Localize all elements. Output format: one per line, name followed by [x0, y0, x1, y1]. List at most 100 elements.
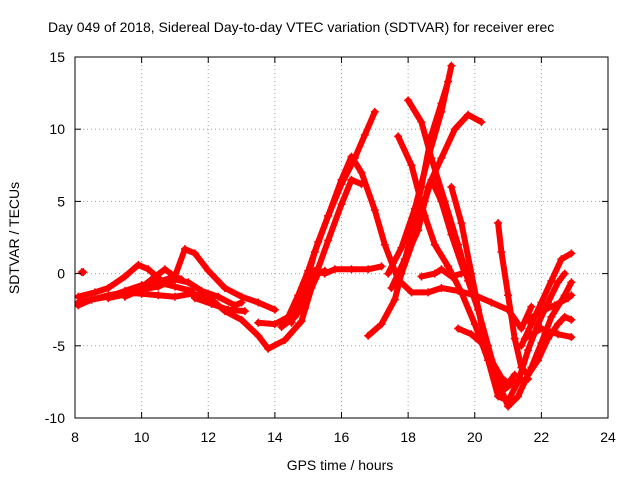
data-point-marker — [554, 330, 563, 339]
data-point-marker — [397, 243, 406, 252]
data-point-marker — [350, 154, 359, 163]
data-point-marker — [547, 312, 556, 321]
series-line — [385, 62, 455, 277]
data-point-marker — [170, 275, 179, 284]
data-point-marker — [380, 240, 389, 249]
data-point-marker — [254, 318, 263, 327]
data-point-marker — [457, 269, 466, 278]
data-point-marker — [567, 333, 576, 342]
data-point-marker — [454, 240, 463, 249]
data-point-marker — [180, 245, 189, 254]
data-point-marker — [524, 315, 533, 324]
series-s11 — [300, 175, 366, 313]
data-point-marker — [534, 356, 543, 365]
data-point-marker — [240, 307, 249, 316]
data-point-marker — [300, 284, 309, 293]
data-point-marker — [567, 315, 576, 324]
data-point-marker — [437, 154, 446, 163]
data-point-marker — [417, 272, 426, 281]
data-point-marker — [454, 324, 463, 333]
data-point-marker — [427, 175, 436, 184]
x-tick-label: 18 — [400, 429, 416, 445]
series-s21 — [494, 219, 576, 379]
data-point-marker — [537, 324, 546, 333]
data-point-marker — [170, 292, 179, 301]
data-point-marker — [134, 260, 143, 269]
data-point-marker — [410, 232, 419, 241]
data-point-marker — [537, 307, 546, 316]
data-point-marker — [310, 273, 319, 282]
data-point-marker — [467, 269, 476, 278]
data-point-marker — [187, 289, 196, 298]
y-tick-label: 5 — [57, 193, 65, 209]
series-s22 — [517, 249, 576, 350]
data-point-marker — [160, 265, 169, 274]
data-point-marker — [324, 211, 333, 220]
data-point-marker — [467, 330, 476, 339]
grid-layer — [75, 57, 608, 418]
data-point-marker — [504, 402, 513, 411]
data-point-marker — [287, 318, 296, 327]
series-line — [191, 295, 248, 315]
data-point-marker — [457, 219, 466, 228]
series-s24 — [524, 291, 576, 324]
data-point-marker — [557, 255, 566, 264]
data-point-marker — [154, 282, 163, 291]
data-point-marker — [550, 301, 559, 310]
data-point-marker — [404, 96, 413, 105]
data-point-marker — [147, 275, 156, 284]
data-point-marker — [377, 262, 386, 271]
data-point-marker — [137, 285, 146, 294]
data-point-marker — [347, 265, 356, 274]
series-s2 — [77, 268, 88, 277]
data-point-marker — [430, 240, 439, 249]
data-point-marker — [120, 292, 129, 301]
data-point-marker — [504, 291, 513, 300]
data-point-marker — [527, 320, 536, 329]
data-point-marker — [310, 247, 319, 256]
data-point-marker — [427, 154, 436, 163]
data-point-marker — [517, 341, 526, 350]
data-point-marker — [277, 323, 286, 332]
data-point-marker — [370, 107, 379, 116]
data-point-marker — [364, 265, 373, 274]
data-point-marker — [324, 236, 333, 245]
data-point-marker — [514, 392, 523, 401]
data-point-marker — [500, 385, 509, 394]
y-tick-label: 10 — [49, 121, 65, 137]
data-point-marker — [560, 312, 569, 321]
data-point-marker — [337, 200, 346, 209]
data-point-marker — [490, 363, 499, 372]
data-point-marker — [104, 284, 113, 293]
series-line — [518, 250, 575, 349]
data-point-marker — [547, 276, 556, 285]
data-point-marker — [320, 269, 329, 278]
data-point-marker — [300, 304, 309, 313]
data-point-marker — [437, 284, 446, 293]
data-point-marker — [494, 392, 503, 401]
data-point-marker — [170, 282, 179, 291]
data-point-marker — [79, 268, 88, 277]
data-point-marker — [237, 315, 246, 324]
data-point-marker — [524, 346, 533, 355]
data-point-marker — [554, 320, 563, 329]
data-point-marker — [360, 130, 369, 139]
data-point-marker — [437, 107, 446, 116]
data-point-marker — [497, 247, 506, 256]
y-tick-label: -5 — [53, 338, 66, 354]
series-s23 — [520, 324, 576, 343]
data-point-marker — [477, 320, 486, 329]
series-line — [521, 325, 575, 342]
data-point-marker — [337, 180, 346, 189]
x-axis-title: GPS time / hours — [287, 457, 394, 473]
data-point-marker — [90, 288, 99, 297]
y-tick-label: -10 — [45, 410, 65, 426]
data-point-marker — [524, 370, 533, 379]
data-point-marker — [330, 265, 339, 274]
data-point-marker — [510, 370, 519, 379]
data-point-marker — [297, 317, 306, 326]
data-point-marker — [197, 286, 206, 295]
data-point-marker — [370, 206, 379, 215]
